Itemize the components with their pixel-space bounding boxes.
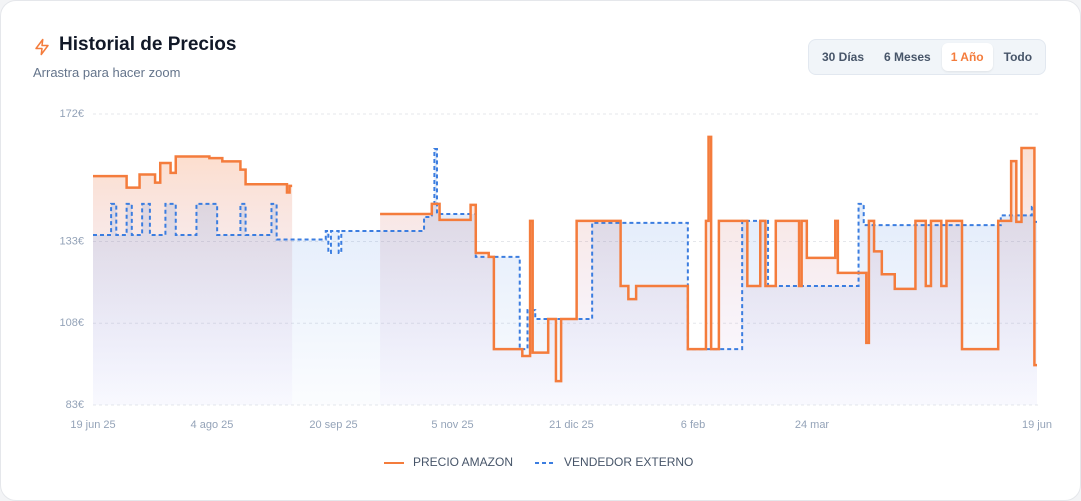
x-tick-label: 6 feb [681,419,705,431]
x-tick-label: 20 sep 25 [309,419,357,431]
subtitle: Arrastra para hacer zoom [33,65,181,80]
line [380,135,1037,383]
range-button[interactable]: Todo [1003,50,1033,64]
y-tick-label: 133€ [60,235,84,247]
line [93,155,293,194]
x-tick-label: 21 dic 25 [549,419,594,431]
title: Historial de Precios [59,34,237,55]
x-tick-label: 19 jun [1022,419,1052,431]
x-tick-label: 19 jun 25 [70,419,115,431]
range-button[interactable]: 6 Meses [884,50,931,64]
legend-label: PRECIO AMAZON [413,455,513,469]
x-tick-label: 24 mar [795,419,830,431]
range-selector: 30 Días 6 Meses 1 Año Todo [808,39,1047,75]
range-button[interactable]: 30 Días [822,50,865,64]
y-tick-label: 83€ [66,399,84,411]
x-tick-label: 4 ago 25 [191,419,234,431]
area [93,148,1037,405]
x-tick-label: 5 nov 25 [431,419,473,431]
range-button[interactable]: 1 Año [941,43,993,71]
y-tick-label: 108€ [60,317,84,329]
y-tick-label: 172€ [60,108,84,120]
legend-label: VENDEDOR EXTERNO [564,455,693,469]
bolt-icon [35,38,49,56]
